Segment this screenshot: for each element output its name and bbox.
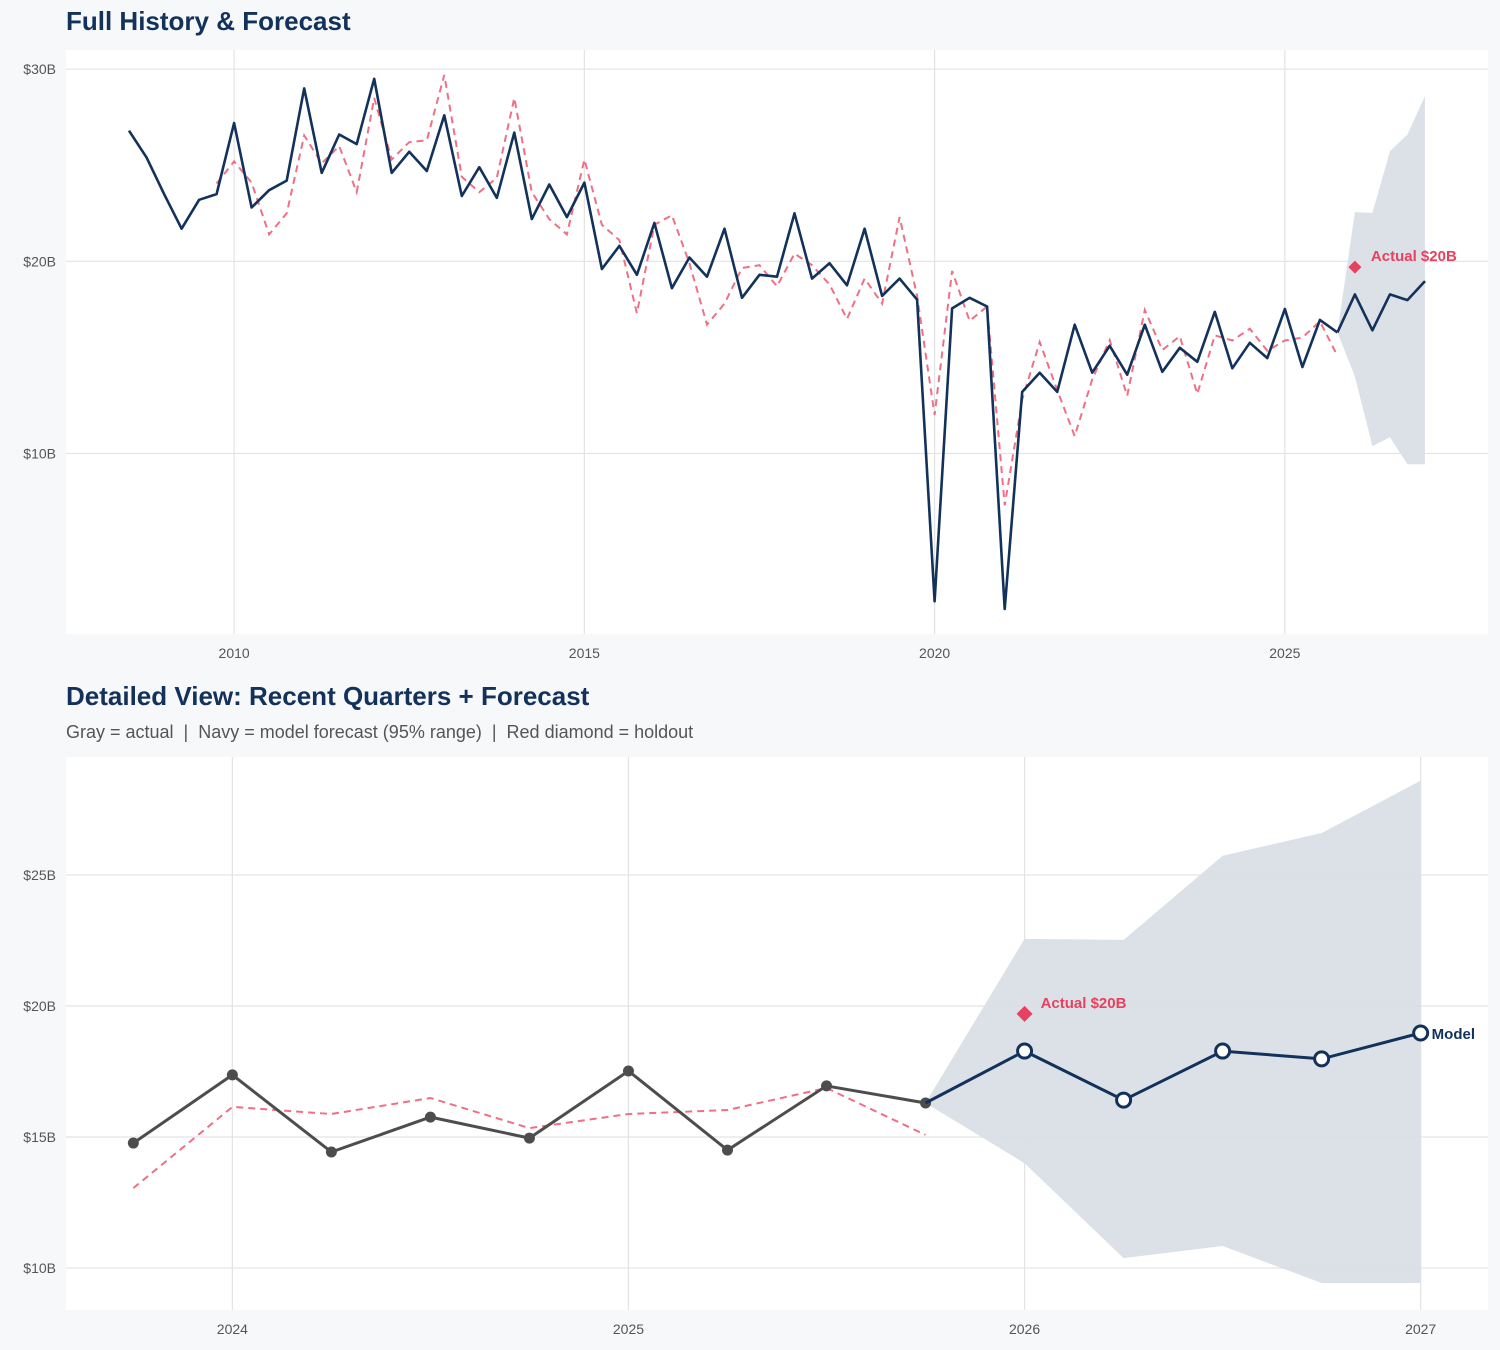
forecast-point bbox=[1115, 1091, 1133, 1109]
top-chart-title: Full History & Forecast bbox=[66, 6, 351, 36]
actual-point bbox=[721, 1144, 733, 1156]
y-tick-label: $20B bbox=[23, 998, 56, 1014]
y-tick-label: $10B bbox=[23, 1260, 56, 1276]
forecast-point bbox=[1412, 1024, 1430, 1042]
y-tick-label: $20B bbox=[23, 253, 56, 269]
x-tick-label: 2015 bbox=[569, 645, 600, 661]
x-tick-label: 2027 bbox=[1405, 1321, 1436, 1337]
y-tick-label: $10B bbox=[23, 445, 56, 461]
actual-point bbox=[226, 1069, 238, 1081]
full-history-chart: 2010 2015 2020 2025 $10B $20B $30B Actual $20B bbox=[23, 50, 1488, 661]
x-tick-label: 2025 bbox=[1269, 645, 1300, 661]
plot-area bbox=[66, 50, 1488, 634]
x-tick-label: 2026 bbox=[1009, 1321, 1040, 1337]
x-tick-label: 2010 bbox=[219, 645, 250, 661]
y-tick-label: $25B bbox=[23, 867, 56, 883]
forecast-line bbox=[924, 1031, 1422, 1105]
holdout-label: Actual $20B bbox=[1041, 995, 1127, 1012]
forecast-point bbox=[1214, 1042, 1232, 1060]
actual-point bbox=[325, 1146, 337, 1158]
actual-point bbox=[622, 1065, 634, 1077]
x-tick-label: 2020 bbox=[919, 645, 950, 661]
forecast-95-band bbox=[925, 780, 1421, 1284]
forecast-point bbox=[1313, 1050, 1331, 1068]
holdout-diamond bbox=[1348, 260, 1362, 274]
forecast-95-band bbox=[1337, 96, 1425, 465]
forecast-series-label: Model bbox=[1432, 1026, 1475, 1043]
forecast-line bbox=[1336, 280, 1426, 333]
fitted-line bbox=[215, 74, 1339, 506]
x-tick-label: 2024 bbox=[217, 1321, 248, 1337]
fitted-line bbox=[132, 1086, 926, 1189]
y-tick-label: $15B bbox=[23, 1129, 56, 1145]
bottom-chart-title: Detailed View: Recent Quarters + Forecas… bbox=[66, 681, 590, 711]
actual-line bbox=[127, 77, 1339, 611]
holdout-label: Actual $20B bbox=[1371, 248, 1457, 265]
actual-point bbox=[424, 1111, 436, 1123]
x-tick-label: 2025 bbox=[613, 1321, 644, 1337]
actual-point bbox=[821, 1080, 833, 1092]
actual-point bbox=[523, 1132, 535, 1144]
holdout-diamond bbox=[1016, 1005, 1033, 1022]
actual-point bbox=[127, 1137, 139, 1149]
forecast-point bbox=[1016, 1042, 1034, 1060]
y-tick-label: $30B bbox=[23, 61, 56, 77]
bottom-chart-subtitle: Gray = actual | Navy = model forecast (9… bbox=[66, 722, 694, 742]
